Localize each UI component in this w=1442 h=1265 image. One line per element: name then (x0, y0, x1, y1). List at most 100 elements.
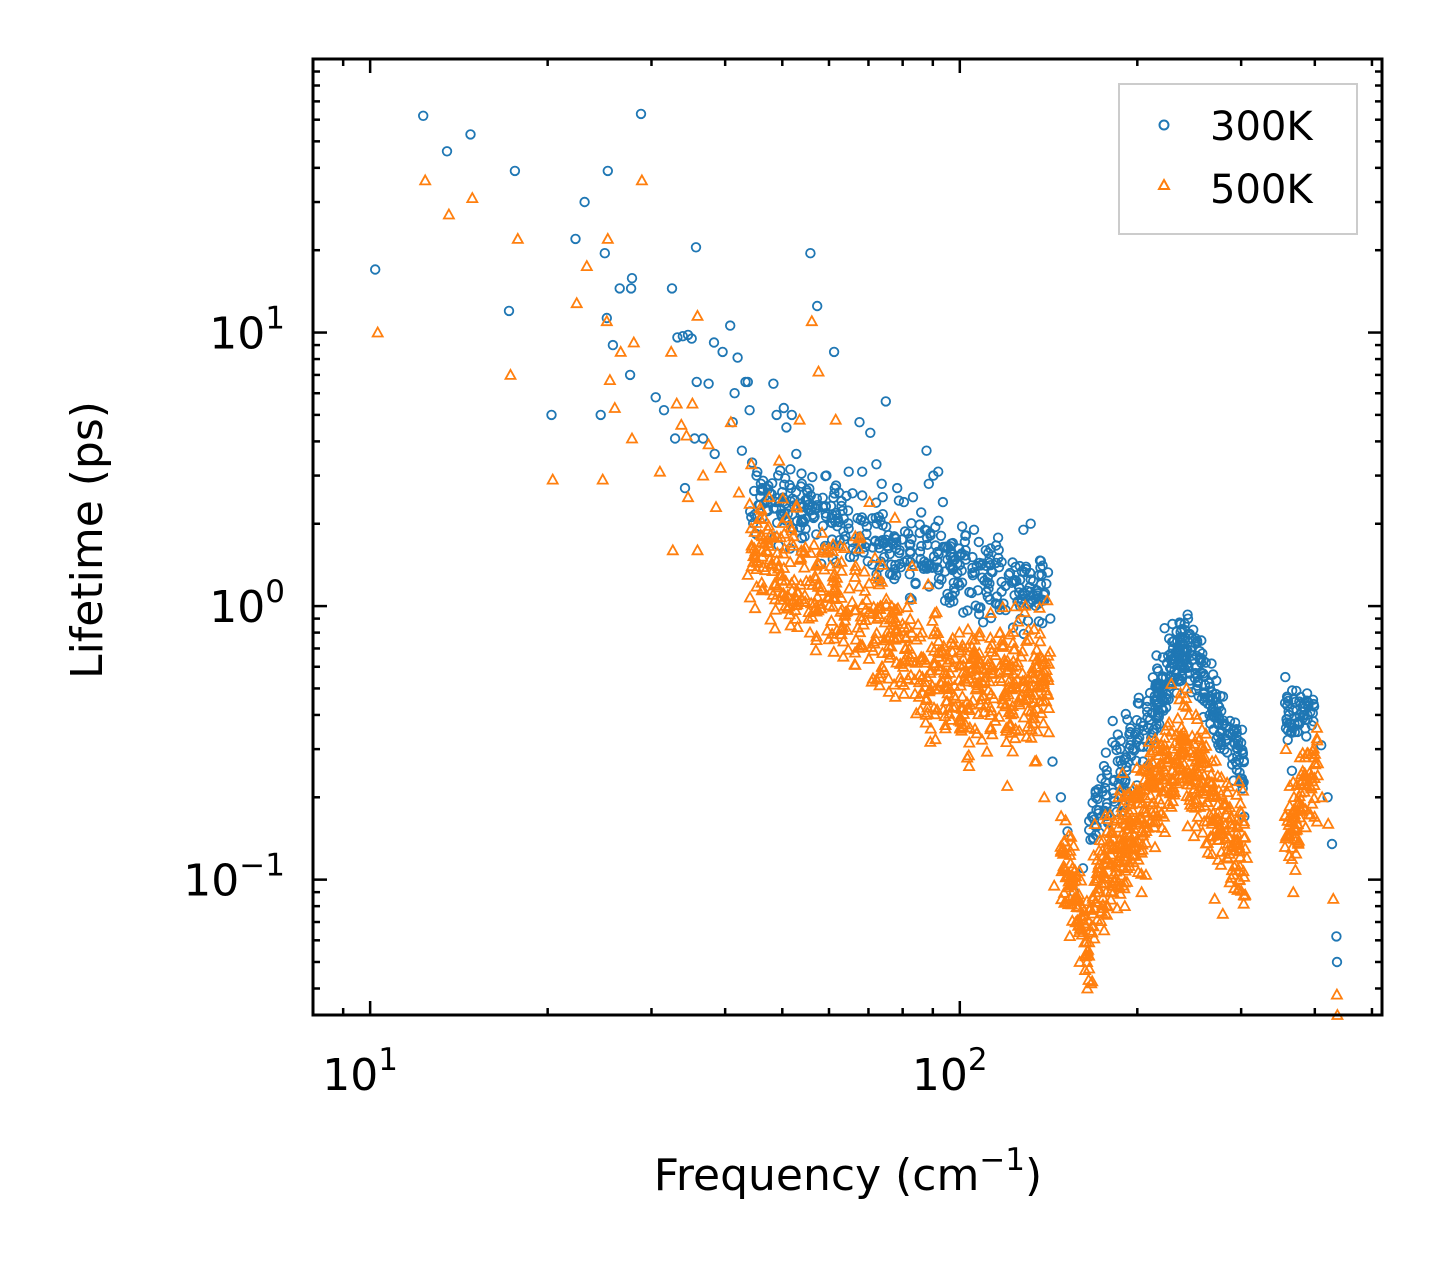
data-point-500k (1136, 812, 1150, 825)
data-point-500k (1021, 622, 1035, 635)
data-point-500k (829, 412, 843, 425)
data-point-300k (509, 165, 521, 177)
data-point-300k (1200, 657, 1212, 668)
data-point-500k (1279, 831, 1293, 844)
data-point-300k (838, 526, 849, 537)
data-point-500k (863, 495, 877, 508)
data-point-500k (908, 687, 922, 699)
data-point-500k (880, 631, 894, 644)
data-point-500k (1209, 789, 1223, 802)
data-point-500k (958, 717, 973, 730)
legend-label-300k: 300K (1210, 104, 1314, 150)
data-point-300k (974, 557, 985, 569)
data-point-300k (1045, 613, 1056, 624)
data-point-500k (1183, 793, 1197, 805)
data-point-500k (1080, 955, 1094, 967)
data-point-300k (1150, 678, 1162, 690)
data-point-300k (465, 129, 476, 140)
data-point-300k (906, 533, 917, 545)
data-point-500k (1107, 813, 1121, 826)
data-point-300k (768, 503, 779, 514)
data-point-500k (1204, 775, 1218, 788)
data-point-500k (1171, 711, 1185, 724)
data-point-300k (1282, 695, 1294, 707)
data-point-500k (1122, 855, 1136, 868)
data-point-300k (579, 196, 590, 208)
data-point-300k (546, 409, 557, 421)
data-point-500k (1089, 895, 1103, 908)
data-point-300k (947, 555, 958, 566)
data-point-300k (947, 537, 959, 549)
data-point-300k (952, 577, 964, 589)
data-point-500k (785, 583, 799, 596)
data-point-300k (1161, 689, 1172, 700)
data-point-500k (1000, 721, 1015, 734)
data-point-300k (796, 478, 808, 489)
data-point-500k (855, 638, 869, 650)
data-point-500k (862, 652, 876, 664)
data-point-500k (1201, 795, 1215, 808)
data-point-300k (751, 470, 762, 481)
data-point-300k (1296, 706, 1308, 718)
data-point-500k (1077, 935, 1092, 948)
data-point-300k (880, 396, 892, 407)
data-point-500k (809, 643, 823, 656)
data-point-500k (797, 560, 811, 573)
data-point-500k (1283, 799, 1297, 811)
data-point-500k (1117, 881, 1131, 894)
data-point-500k (1136, 795, 1150, 808)
data-point-300k (970, 600, 981, 611)
data-point-500k (878, 615, 892, 628)
data-point-500k (905, 559, 919, 571)
data-point-300k (874, 536, 885, 547)
data-point-300k (1204, 681, 1216, 693)
data-point-500k (785, 535, 799, 548)
data-point-500k (1302, 807, 1316, 819)
data-point-500k (808, 569, 822, 581)
data-point-500k (786, 529, 800, 542)
data-point-500k (852, 579, 866, 592)
data-point-500k (1022, 632, 1036, 645)
data-point-300k (817, 501, 829, 513)
data-point-300k (1156, 673, 1168, 685)
data-point-500k (1238, 830, 1252, 842)
data-point-500k (1199, 781, 1213, 794)
data-point-300k (874, 542, 885, 554)
data-point-300k (812, 300, 823, 312)
data-point-500k (940, 694, 954, 706)
data-point-500k (967, 644, 981, 657)
data-point-300k (910, 577, 921, 589)
data-point-300k (935, 530, 947, 542)
data-point-500k (925, 614, 939, 626)
data-point-500k (1181, 819, 1195, 832)
data-point-500k (945, 645, 959, 657)
data-point-500k (1030, 701, 1044, 714)
data-point-300k (914, 546, 926, 557)
data-point-300k (595, 409, 606, 421)
data-point-300k (1166, 636, 1178, 648)
data-point-500k (921, 577, 935, 590)
data-point-300k (892, 482, 903, 494)
data-point-300k (984, 578, 995, 589)
data-point-300k (828, 346, 840, 358)
data-point-300k (1207, 709, 1219, 721)
data-point-300k (886, 536, 897, 548)
data-point-300k (802, 487, 813, 498)
data-point-300k (1215, 736, 1227, 747)
data-point-500k (902, 654, 916, 667)
data-point-500k (838, 605, 853, 618)
data-point-500k (1017, 710, 1031, 723)
data-point-500k (1225, 811, 1239, 823)
data-point-500k (790, 585, 804, 597)
data-point-500k (983, 674, 997, 687)
data-point-500k (1058, 863, 1072, 876)
data-point-500k (869, 632, 883, 644)
data-point-500k (1100, 851, 1114, 863)
data-point-500k (744, 457, 758, 470)
data-point-300k (1151, 699, 1163, 710)
data-point-500k (1139, 835, 1153, 848)
data-point-500k (936, 644, 950, 656)
data-point-500k (1135, 885, 1149, 898)
data-point-500k (635, 173, 649, 186)
data-point-500k (777, 526, 791, 539)
